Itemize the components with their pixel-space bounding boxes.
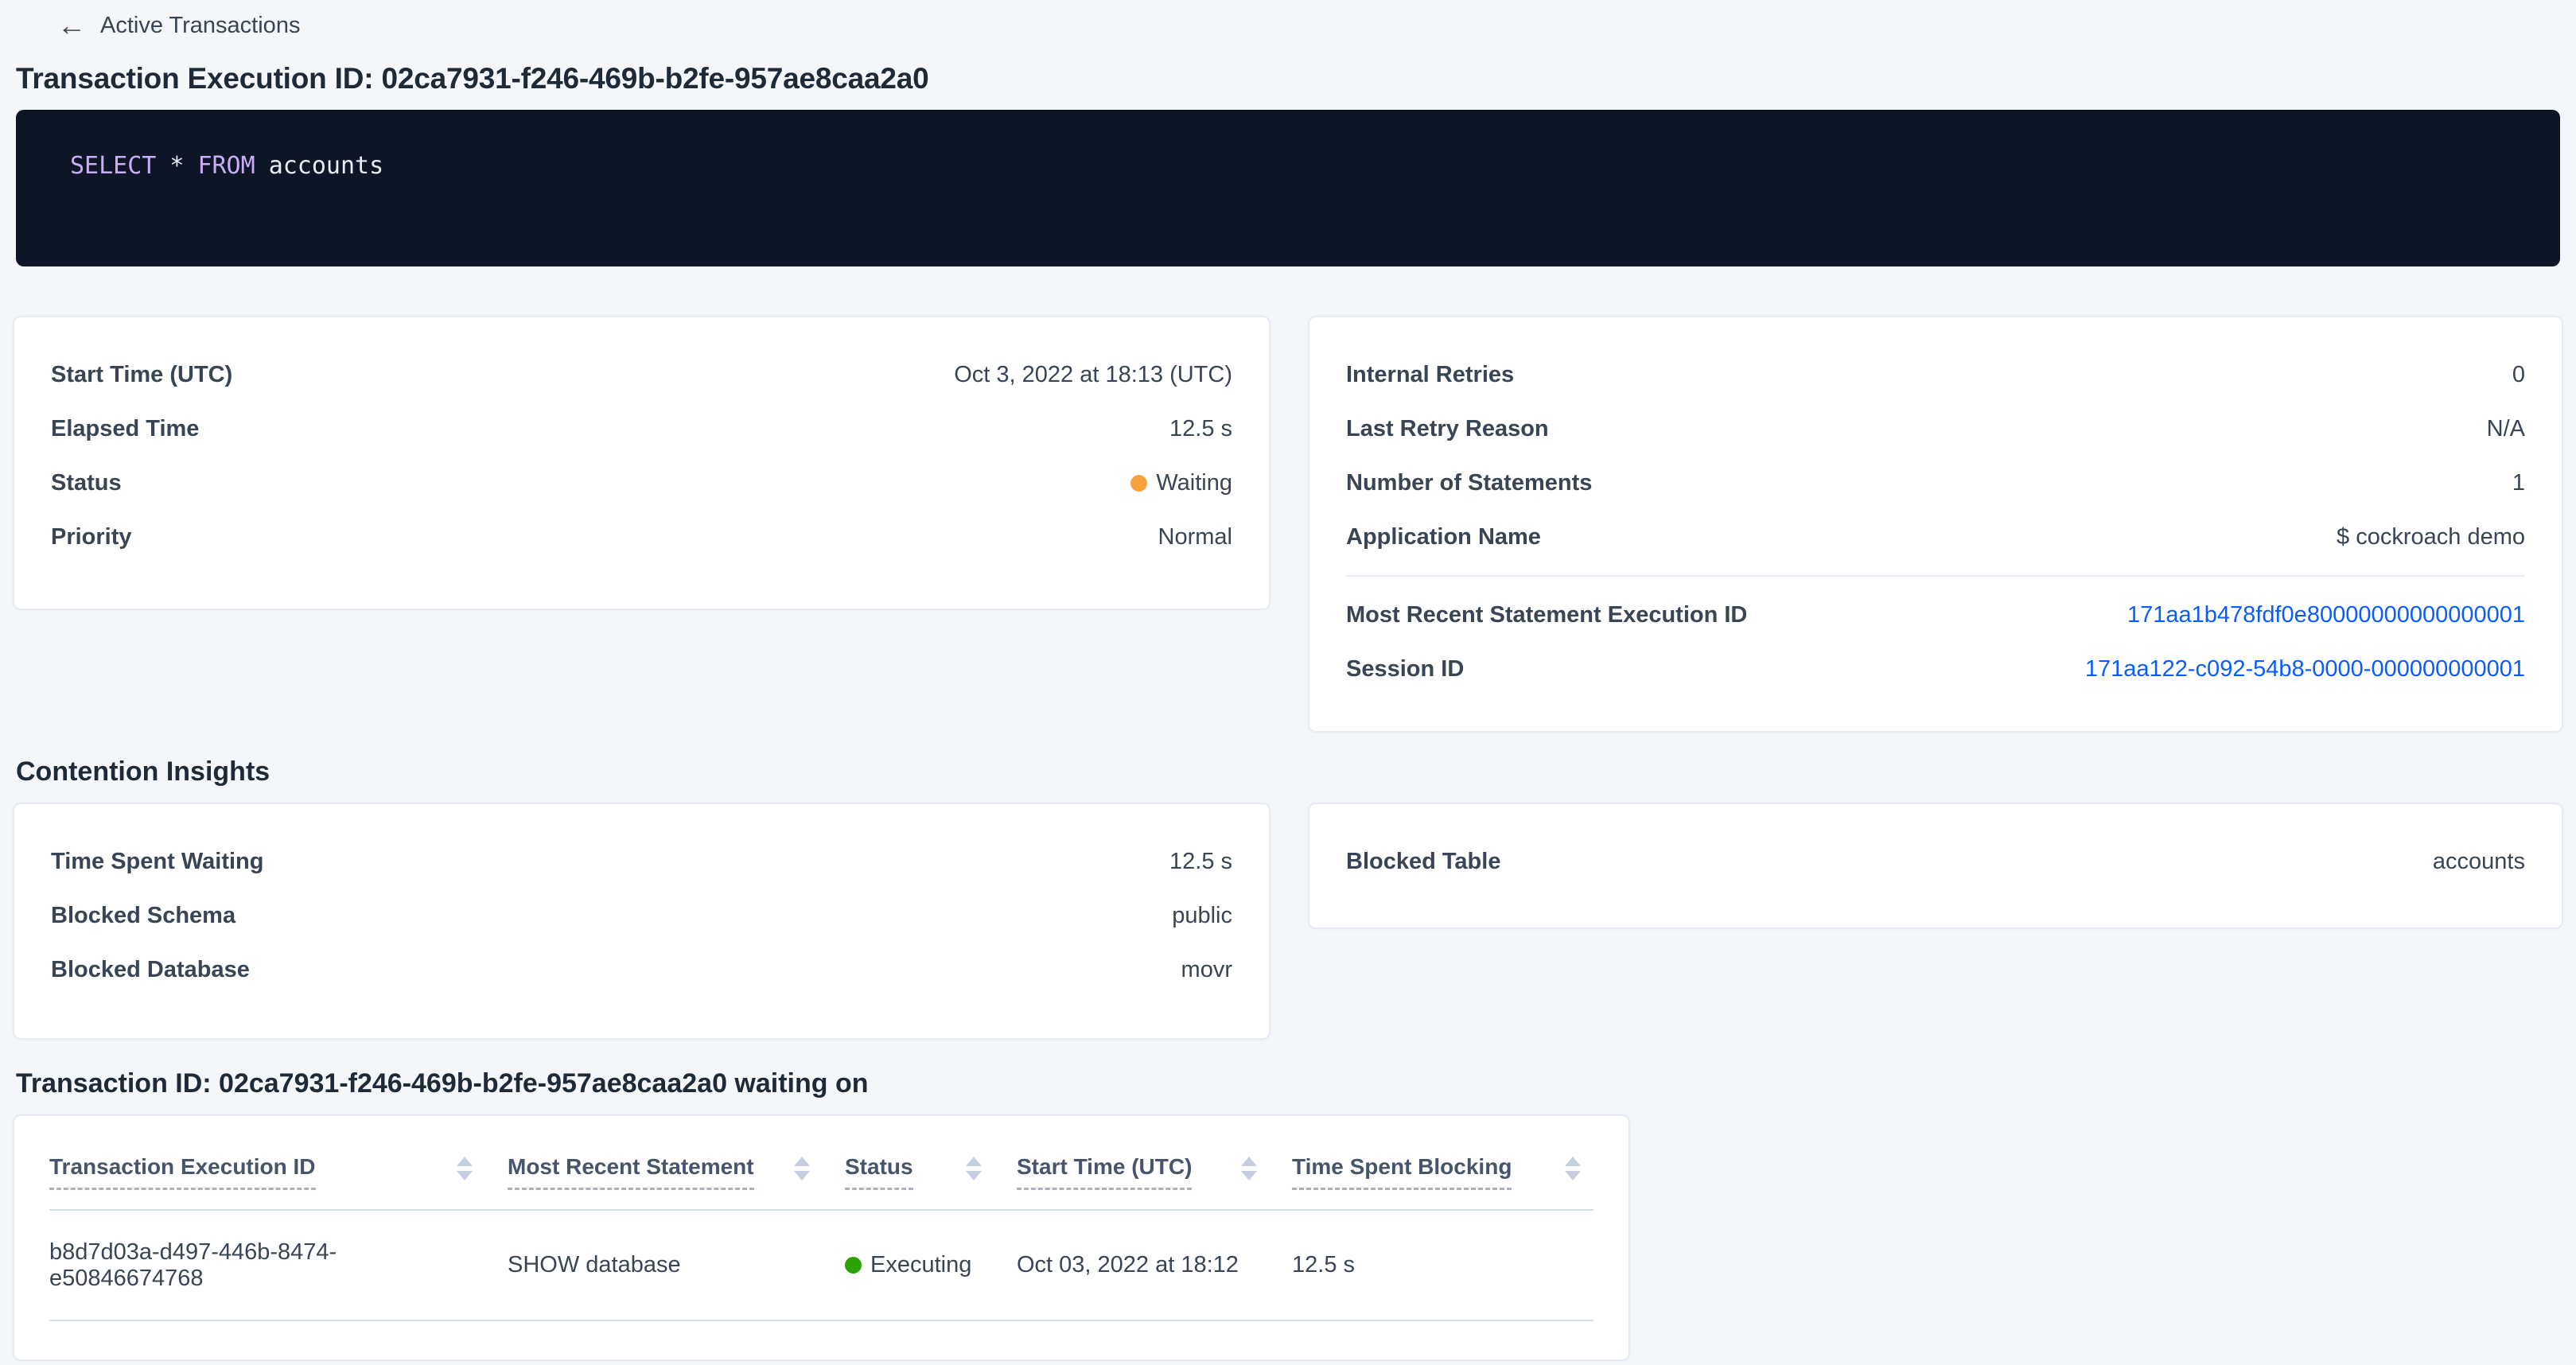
session-id-label: Session ID — [1346, 655, 1465, 682]
column-header-label: Start Time (UTC) — [1017, 1154, 1193, 1190]
time-spent-waiting-label: Time Spent Waiting — [51, 848, 264, 874]
transaction-summary-card: Start Time (UTC) Oct 3, 2022 at 18:13 (U… — [13, 316, 1270, 610]
column-header-label: Time Spent Blocking — [1292, 1154, 1512, 1190]
internal-retries-label: Internal Retries — [1346, 361, 1515, 387]
column-header-time-spent-blocking[interactable]: Time Spent Blocking — [1292, 1154, 1593, 1190]
most-recent-statement-execution-id-label: Most Recent Statement Execution ID — [1346, 601, 1748, 628]
sort-up-icon — [1241, 1156, 1257, 1166]
blocked-schema-value: public — [1172, 902, 1232, 928]
sort-up-icon — [457, 1156, 473, 1166]
status-label: Status — [51, 469, 122, 496]
blocked-database-label: Blocked Database — [51, 956, 250, 982]
priority-label: Priority — [51, 523, 132, 550]
number-of-statements-row: Number of Statements 1 — [1346, 456, 2525, 510]
breadcrumb-label: Active Transactions — [100, 12, 301, 38]
status-waiting-dot-icon — [1130, 474, 1148, 492]
card-divider — [1346, 575, 2525, 577]
blocked-database-row: Blocked Database movr — [51, 943, 1232, 997]
most-recent-statement-execution-id-link[interactable]: 171aa1b478fdf0e80000000000000001 — [2127, 601, 2525, 628]
blocked-table-row: Blocked Table accounts — [1346, 834, 2525, 889]
sort-down-icon — [1241, 1170, 1257, 1180]
start-time-label: Start Time (UTC) — [51, 361, 233, 387]
elapsed-time-row: Elapsed Time 12.5 s — [51, 402, 1232, 456]
sql-keyword-from: FROM — [197, 152, 255, 180]
summary-cards-row: Start Time (UTC) Oct 3, 2022 at 18:13 (U… — [13, 316, 2563, 733]
sql-statement: SELECT * FROM accounts — [70, 151, 2506, 181]
waiting-transactions-table-card: Transaction Execution ID Most Recent Sta… — [13, 1114, 1630, 1361]
table-header-row: Transaction Execution ID Most Recent Sta… — [49, 1116, 1593, 1211]
sort-icon — [457, 1156, 473, 1180]
sql-statement-box: SELECT * FROM accounts — [16, 110, 2560, 266]
sort-up-icon — [966, 1156, 982, 1166]
sort-down-icon — [966, 1170, 982, 1180]
cell-time-spent-blocking: 12.5 s — [1292, 1252, 1355, 1278]
column-header-label: Transaction Execution ID — [49, 1154, 316, 1190]
status-value: Waiting — [1130, 470, 1232, 496]
blocked-table-card: Blocked Table accounts — [1308, 803, 2563, 929]
start-time-value: Oct 3, 2022 at 18:13 (UTC) — [954, 361, 1232, 387]
contention-details-card: Time Spent Waiting 12.5 s Blocked Schema… — [13, 803, 1270, 1040]
sql-table-name: accounts — [268, 152, 384, 180]
status-text: Waiting — [1156, 469, 1232, 496]
sort-down-icon — [1565, 1170, 1581, 1180]
elapsed-time-value: 12.5 s — [1169, 415, 1232, 441]
internal-retries-row: Internal Retries 0 — [1346, 348, 2525, 402]
cell-status-text: Executing — [870, 1252, 972, 1278]
back-arrow-icon: ← — [57, 9, 86, 41]
column-header-label: Status — [845, 1154, 913, 1190]
elapsed-time-label: Elapsed Time — [51, 415, 200, 441]
cell-most-recent-statement: SHOW database — [508, 1252, 681, 1278]
sort-up-icon — [794, 1156, 810, 1166]
status-executing-dot-icon — [845, 1257, 862, 1274]
priority-row: Priority Normal — [51, 510, 1232, 564]
number-of-statements-value: 1 — [2512, 469, 2525, 496]
time-spent-waiting-row: Time Spent Waiting 12.5 s — [51, 834, 1232, 889]
blocked-table-value: accounts — [2432, 848, 2525, 874]
column-header-most-recent-statement[interactable]: Most Recent Statement — [508, 1154, 845, 1190]
transaction-stats-card: Internal Retries 0 Last Retry Reason N/A… — [1308, 316, 2563, 733]
last-retry-reason-row: Last Retry Reason N/A — [1346, 402, 2525, 456]
blocked-schema-label: Blocked Schema — [51, 902, 236, 928]
contention-cards-row: Time Spent Waiting 12.5 s Blocked Schema… — [13, 803, 2563, 1040]
waiting-on-heading: Transaction ID: 02ca7931-f246-469b-b2fe-… — [16, 1068, 869, 1099]
sort-icon — [1241, 1156, 1257, 1180]
blocked-schema-row: Blocked Schema public — [51, 889, 1232, 943]
sort-down-icon — [457, 1170, 473, 1180]
internal-retries-value: 0 — [2512, 361, 2525, 387]
column-header-label: Most Recent Statement — [508, 1154, 754, 1190]
time-spent-waiting-value: 12.5 s — [1169, 848, 1232, 874]
most-recent-statement-execution-id-row: Most Recent Statement Execution ID 171aa… — [1346, 588, 2525, 642]
cell-transaction-execution-id: b8d7d03a-d497-446b-8474-e50846674768 — [49, 1239, 337, 1291]
cell-start-time: Oct 03, 2022 at 18:12 — [1017, 1252, 1239, 1278]
column-header-start-time[interactable]: Start Time (UTC) — [1017, 1154, 1292, 1190]
number-of-statements-label: Number of Statements — [1346, 469, 1593, 496]
page-title: Transaction Execution ID: 02ca7931-f246-… — [16, 62, 929, 95]
cell-status: Executing — [845, 1252, 1017, 1278]
priority-value: Normal — [1158, 523, 1232, 550]
blocked-table-label: Blocked Table — [1346, 848, 1501, 874]
column-header-status[interactable]: Status — [845, 1154, 1017, 1190]
breadcrumb-back-link[interactable]: ← Active Transactions — [57, 11, 300, 40]
contention-insights-heading: Contention Insights — [16, 756, 270, 787]
sort-icon — [966, 1156, 982, 1180]
blocked-database-value: movr — [1181, 956, 1232, 982]
sql-keyword-select: SELECT — [70, 152, 157, 180]
sort-down-icon — [794, 1170, 810, 1180]
sort-icon — [794, 1156, 810, 1180]
column-header-transaction-execution-id[interactable]: Transaction Execution ID — [49, 1154, 508, 1190]
application-name-value: $ cockroach demo — [2337, 523, 2525, 550]
last-retry-reason-value: N/A — [2486, 415, 2525, 441]
start-time-row: Start Time (UTC) Oct 3, 2022 at 18:13 (U… — [51, 348, 1232, 402]
sort-up-icon — [1565, 1156, 1581, 1166]
table-row: b8d7d03a-d497-446b-8474-e50846674768 SHO… — [49, 1211, 1593, 1321]
application-name-label: Application Name — [1346, 523, 1541, 550]
application-name-row: Application Name $ cockroach demo — [1346, 510, 2525, 564]
sort-icon — [1565, 1156, 1581, 1180]
status-row: Status Waiting — [51, 456, 1232, 510]
session-id-link[interactable]: 171aa122-c092-54b8-0000-000000000001 — [2084, 655, 2525, 682]
session-id-row: Session ID 171aa122-c092-54b8-0000-00000… — [1346, 642, 2525, 696]
last-retry-reason-label: Last Retry Reason — [1346, 415, 1549, 441]
sql-star: * — [169, 152, 185, 180]
